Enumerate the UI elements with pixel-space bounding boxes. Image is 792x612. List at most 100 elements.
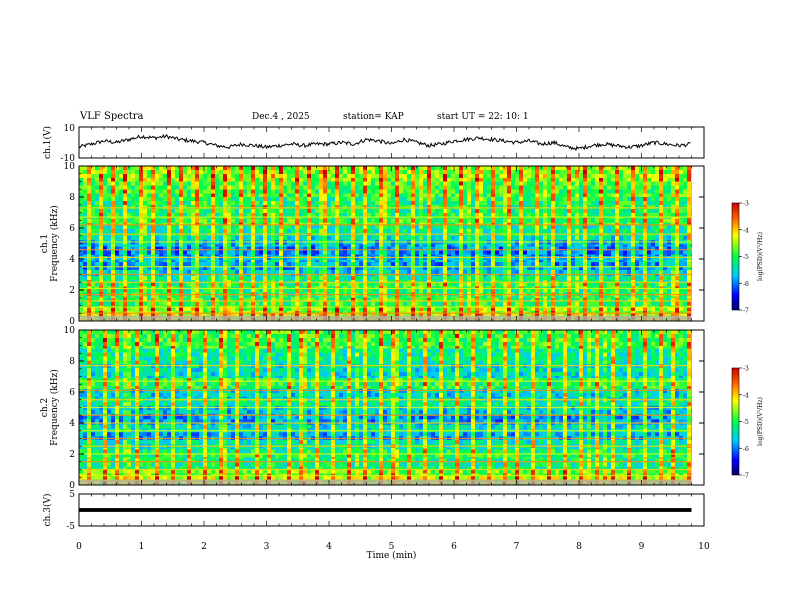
spectrogram-cell: [211, 307, 216, 312]
spectrogram-cell: [187, 185, 192, 190]
spectrogram-cell: [491, 246, 496, 251]
spectrogram-cell: [263, 166, 268, 171]
spectrogram-cell: [319, 246, 324, 251]
spectrogram-cell: [83, 259, 88, 263]
spectrogram-cell: [359, 301, 364, 307]
spectrogram-cell: [255, 282, 260, 287]
spectrogram-cell: [279, 185, 284, 190]
spectrogram-cell: [439, 311, 444, 314]
spectrogram-cell: [199, 301, 204, 307]
spectrogram-cell: [483, 235, 488, 241]
spectrogram-cell: [471, 205, 476, 210]
spectrogram-cell: [347, 297, 352, 303]
spectrogram-cell: [255, 174, 260, 179]
spectrogram-cell: [283, 276, 288, 281]
spectrogram-cell: [443, 224, 448, 230]
spectrogram-cell: [303, 254, 308, 257]
spectrogram-cell: [115, 189, 120, 194]
spectrogram-cell: [307, 301, 312, 307]
spectrogram-cell: [139, 239, 144, 241]
spectrogram-cell: [199, 174, 204, 179]
spectrogram-cell: [103, 282, 108, 287]
spectrogram-cell: [291, 266, 296, 271]
spectrogram-cell: [467, 166, 472, 171]
spectrogram-cell: [395, 193, 400, 198]
spectrogram-cell: [199, 280, 204, 283]
spectrogram-cell: [319, 224, 324, 230]
spectrogram-cell: [139, 201, 144, 206]
spectrogram-cell: [315, 286, 320, 289]
spectrogram-cell: [471, 185, 476, 190]
spectrogram-cell: [163, 301, 168, 307]
spectrogram-cell: [147, 228, 152, 234]
spectrogram-cell: [339, 246, 344, 251]
spectrogram-cell: [267, 197, 272, 202]
spectrogram-cell: [231, 282, 236, 287]
spectrogram-cell: [323, 166, 328, 171]
spectrogram-cell: [407, 166, 412, 171]
spectrogram-cell: [395, 178, 400, 182]
spectrogram-cell: [119, 301, 124, 307]
spectrogram-cell: [307, 224, 312, 230]
spectrogram-cell: [447, 311, 452, 314]
spectrogram-cell: [179, 307, 184, 312]
spectrogram-cell: [463, 224, 468, 230]
spectrogram-cell: [335, 239, 340, 241]
spectrogram-cell: [391, 185, 396, 190]
spectrogram-cell: [355, 273, 360, 277]
spectrogram-cell: [219, 224, 224, 230]
spectrogram-cell: [195, 276, 200, 281]
spectrogram-cell: [87, 189, 92, 194]
spectrogram-cell: [435, 301, 440, 307]
spectrogram-cell: [303, 178, 308, 182]
spectrogram-cell: [391, 259, 396, 263]
spectrogram-cell: [135, 235, 140, 241]
spectrogram-cell: [323, 297, 328, 303]
spectrogram-cell: [107, 222, 112, 226]
spectrogram-cell: [431, 296, 436, 298]
spectrogram-cell: [123, 224, 128, 230]
spectrogram-cell: [407, 174, 412, 179]
spectrogram-cell: [119, 276, 124, 281]
spectrogram-cell: [147, 222, 152, 226]
spectrogram-cell: [123, 280, 128, 283]
spectrogram-cell: [167, 197, 172, 202]
spectrogram-cell: [151, 222, 156, 226]
spectrogram-cell: [131, 166, 136, 171]
spectrogram-cell: [179, 189, 184, 194]
spectrogram-cell: [171, 222, 176, 226]
spectrogram-cell: [87, 266, 92, 271]
spectrogram-cell: [383, 193, 388, 198]
spectrogram-cell: [243, 224, 248, 230]
spectrogram-cell: [415, 244, 420, 247]
spectrogram-cell: [255, 239, 260, 241]
spectrogram-cell: [399, 254, 404, 257]
spectrogram-cell: [235, 201, 240, 206]
spectrogram-cell: [355, 170, 360, 175]
spectrogram-cell: [239, 273, 244, 277]
spectrogram-cell: [111, 228, 116, 234]
spectrogram-cell: [331, 217, 336, 219]
spectrogram-cell: [123, 254, 128, 257]
spectrogram-cell: [271, 217, 276, 219]
spectrogram-cell: [207, 166, 212, 171]
spectrogram-cell: [103, 273, 108, 277]
spectrogram-cell: [87, 228, 92, 234]
spectrogram-cell: [331, 181, 336, 186]
spectrogram-cell: [383, 209, 388, 214]
spectrogram-cell: [219, 246, 224, 251]
spectrogram-cell: [347, 178, 352, 182]
spectrogram-cell: [263, 296, 268, 298]
spectrogram-cell: [123, 246, 128, 251]
spectrogram-cell: [359, 228, 364, 234]
spectrogram-cell: [403, 174, 408, 179]
spectrogram-cell: [499, 266, 504, 271]
spectrogram-cell: [323, 288, 328, 293]
spectrogram-cell: [203, 301, 208, 307]
spectrogram-cell: [183, 262, 188, 267]
spectrogram-cell: [335, 174, 340, 179]
spectrogram-cell: [295, 259, 300, 263]
spectrogram-cell: [295, 205, 300, 210]
spectrogram-cell: [283, 193, 288, 198]
spectrogram-cell: [451, 193, 456, 198]
